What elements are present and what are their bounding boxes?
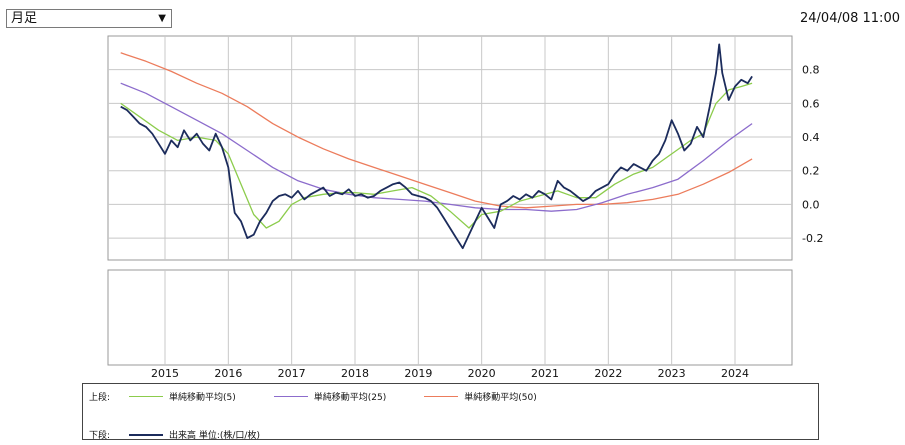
x-tick-label: 2023 bbox=[658, 367, 686, 380]
x-tick-label: 2020 bbox=[468, 367, 496, 380]
x-tick-label: 2018 bbox=[341, 367, 369, 380]
x-tick-label: 2021 bbox=[531, 367, 559, 380]
legend-swatch-volume bbox=[129, 433, 163, 436]
x-tick-label: 2024 bbox=[721, 367, 749, 380]
timestamp: 24/04/08 11:00 bbox=[800, 11, 900, 26]
legend-item-volume: 出来高 単位:(株/口/枚) bbox=[129, 428, 260, 441]
period-select[interactable]: 月足 ▼ bbox=[6, 9, 172, 28]
y-tick-label: 0.6 bbox=[802, 97, 820, 110]
legend-upper-row: 上段: 単純移動平均(5) 単純移動平均(25) 単純移動平均(50) bbox=[89, 390, 575, 403]
legend-item-sma25: 単純移動平均(25) bbox=[273, 390, 387, 403]
x-tick-label: 2015 bbox=[151, 367, 179, 380]
y-tick-label: -0.2 bbox=[802, 232, 823, 245]
legend-lower-label: 下段: bbox=[89, 431, 111, 441]
series-line-sma-2 bbox=[120, 82, 753, 212]
chevron-down-icon: ▼ bbox=[158, 13, 166, 24]
legend-label-volume: 出来高 単位:(株/口/枚) bbox=[169, 431, 260, 441]
y-tick-label: 0.0 bbox=[802, 198, 820, 211]
y-tick-label: 0.8 bbox=[802, 64, 820, 77]
legend-label-sma25: 単純移動平均(25) bbox=[313, 393, 387, 403]
period-select-value: 月足 bbox=[11, 11, 38, 26]
x-tick-label: 2019 bbox=[404, 367, 432, 380]
legend-item-sma50: 単純移動平均(50) bbox=[424, 390, 537, 403]
x-tick-label: 2017 bbox=[278, 367, 306, 380]
volume-plot-frame bbox=[107, 269, 793, 366]
series-line-price bbox=[120, 43, 753, 250]
y-tick-label: 0.4 bbox=[802, 131, 820, 144]
legend-swatch-sma5 bbox=[129, 396, 163, 397]
legend-swatch-sma50 bbox=[424, 396, 459, 397]
legend-lower-row: 下段: 出来高 単位:(株/口/枚) bbox=[89, 428, 298, 441]
series-line-sma-1 bbox=[120, 82, 753, 229]
legend-label-sma50: 単純移動平均(50) bbox=[464, 393, 537, 403]
y-tick-label: 0.2 bbox=[802, 165, 820, 178]
legend-swatch-sma25 bbox=[273, 396, 308, 397]
x-tick-label: 2022 bbox=[594, 367, 622, 380]
x-tick-label: 2016 bbox=[214, 367, 242, 380]
legend-upper-label: 上段: bbox=[89, 393, 111, 403]
legend-item-sma5: 単純移動平均(5) bbox=[129, 390, 236, 403]
series-line-sma-3 bbox=[120, 52, 753, 209]
legend-label-sma5: 単純移動平均(5) bbox=[169, 393, 236, 403]
legend: 上段: 単純移動平均(5) 単純移動平均(25) 単純移動平均(50) 下段: … bbox=[82, 383, 819, 441]
